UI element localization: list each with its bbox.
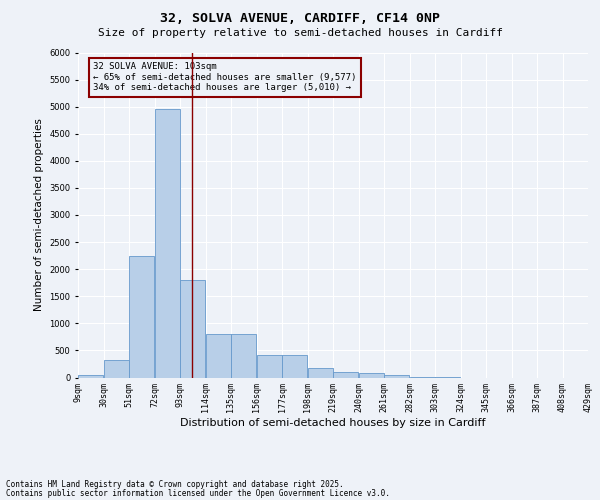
Bar xyxy=(129,256,154,378)
Text: Contains HM Land Registry data © Crown copyright and database right 2025.: Contains HM Land Registry data © Crown c… xyxy=(6,480,344,489)
Text: Contains public sector information licensed under the Open Government Licence v3: Contains public sector information licen… xyxy=(6,488,390,498)
Bar xyxy=(410,376,435,378)
Text: Size of property relative to semi-detached houses in Cardiff: Size of property relative to semi-detach… xyxy=(97,28,503,38)
Bar xyxy=(78,375,103,378)
Y-axis label: Number of semi-detached properties: Number of semi-detached properties xyxy=(34,118,44,312)
Bar xyxy=(257,355,282,378)
Bar xyxy=(282,355,307,378)
Bar xyxy=(435,377,460,378)
Bar xyxy=(206,334,231,378)
Bar xyxy=(384,375,409,378)
Bar xyxy=(104,360,129,378)
Text: 32, SOLVA AVENUE, CARDIFF, CF14 0NP: 32, SOLVA AVENUE, CARDIFF, CF14 0NP xyxy=(160,12,440,26)
Bar xyxy=(155,110,180,378)
Bar xyxy=(231,334,256,378)
Text: 32 SOLVA AVENUE: 103sqm
← 65% of semi-detached houses are smaller (9,577)
34% of: 32 SOLVA AVENUE: 103sqm ← 65% of semi-de… xyxy=(94,62,356,92)
Bar xyxy=(333,372,358,378)
Bar xyxy=(308,368,333,378)
X-axis label: Distribution of semi-detached houses by size in Cardiff: Distribution of semi-detached houses by … xyxy=(180,418,486,428)
Bar xyxy=(180,280,205,378)
Bar xyxy=(359,373,384,378)
